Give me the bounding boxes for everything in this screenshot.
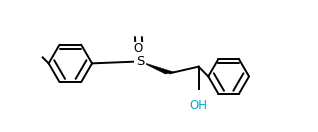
Text: OH: OH [190,99,208,112]
Text: O: O [134,43,143,55]
Polygon shape [140,62,175,74]
Text: S: S [136,55,144,68]
